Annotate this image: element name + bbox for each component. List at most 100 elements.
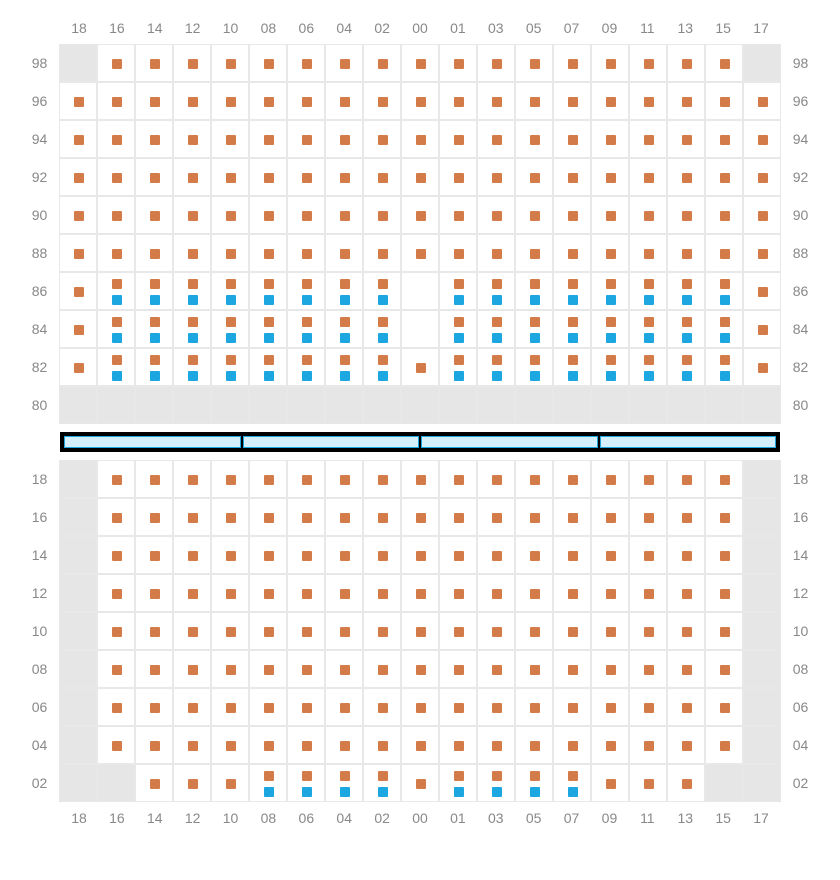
seat-cell[interactable] bbox=[363, 310, 401, 348]
seat-cell[interactable] bbox=[363, 272, 401, 310]
seat-cell[interactable] bbox=[667, 460, 705, 498]
seat-cell[interactable] bbox=[667, 688, 705, 726]
seat-cell[interactable] bbox=[363, 82, 401, 120]
seat-cell[interactable] bbox=[515, 612, 553, 650]
seat-cell[interactable] bbox=[135, 44, 173, 82]
seat-cell[interactable] bbox=[211, 272, 249, 310]
seat-cell[interactable] bbox=[477, 688, 515, 726]
seat-cell[interactable] bbox=[249, 726, 287, 764]
seat-cell[interactable] bbox=[553, 536, 591, 574]
seat-cell[interactable] bbox=[287, 310, 325, 348]
seat-cell[interactable] bbox=[173, 158, 211, 196]
seat-cell[interactable] bbox=[743, 272, 781, 310]
seat-cell[interactable] bbox=[363, 726, 401, 764]
seat-cell[interactable] bbox=[363, 650, 401, 688]
seat-cell[interactable] bbox=[173, 272, 211, 310]
seat-cell[interactable] bbox=[173, 310, 211, 348]
seat-cell[interactable] bbox=[591, 82, 629, 120]
seat-cell[interactable] bbox=[401, 196, 439, 234]
seat-cell[interactable] bbox=[325, 460, 363, 498]
seat-cell[interactable] bbox=[135, 234, 173, 272]
seat-cell[interactable] bbox=[325, 498, 363, 536]
seat-cell[interactable] bbox=[553, 498, 591, 536]
seat-cell[interactable] bbox=[477, 536, 515, 574]
seat-cell[interactable] bbox=[515, 726, 553, 764]
seat-cell[interactable] bbox=[705, 82, 743, 120]
seat-cell[interactable] bbox=[515, 234, 553, 272]
seat-cell[interactable] bbox=[97, 460, 135, 498]
seat-cell[interactable] bbox=[667, 764, 705, 802]
seat-cell[interactable] bbox=[439, 574, 477, 612]
seat-cell[interactable] bbox=[287, 120, 325, 158]
seat-cell[interactable] bbox=[515, 196, 553, 234]
seat-cell[interactable] bbox=[667, 158, 705, 196]
seat-cell[interactable] bbox=[97, 574, 135, 612]
seat-cell[interactable] bbox=[135, 498, 173, 536]
seat-cell[interactable] bbox=[287, 348, 325, 386]
seat-cell[interactable] bbox=[287, 498, 325, 536]
seat-cell[interactable] bbox=[705, 574, 743, 612]
seat-cell[interactable] bbox=[591, 574, 629, 612]
seat-cell[interactable] bbox=[439, 272, 477, 310]
seat-cell[interactable] bbox=[211, 196, 249, 234]
seat-cell[interactable] bbox=[249, 158, 287, 196]
seat-cell[interactable] bbox=[477, 498, 515, 536]
seat-cell[interactable] bbox=[249, 612, 287, 650]
seat-cell[interactable] bbox=[439, 612, 477, 650]
seat-cell[interactable] bbox=[249, 44, 287, 82]
seat-cell[interactable] bbox=[553, 460, 591, 498]
seat-cell[interactable] bbox=[515, 498, 553, 536]
seat-cell[interactable] bbox=[439, 196, 477, 234]
seat-cell[interactable] bbox=[401, 612, 439, 650]
seat-cell[interactable] bbox=[553, 158, 591, 196]
seat-cell[interactable] bbox=[135, 82, 173, 120]
seat-cell[interactable] bbox=[97, 82, 135, 120]
seat-cell[interactable] bbox=[325, 612, 363, 650]
seat-cell[interactable] bbox=[591, 310, 629, 348]
seat-cell[interactable] bbox=[743, 348, 781, 386]
seat-cell[interactable] bbox=[439, 44, 477, 82]
seat-cell[interactable] bbox=[211, 764, 249, 802]
seat-cell[interactable] bbox=[553, 650, 591, 688]
seat-cell[interactable] bbox=[173, 536, 211, 574]
seat-cell[interactable] bbox=[477, 44, 515, 82]
seat-cell[interactable] bbox=[629, 650, 667, 688]
seat-cell[interactable] bbox=[135, 272, 173, 310]
seat-cell[interactable] bbox=[173, 120, 211, 158]
seat-cell[interactable] bbox=[211, 650, 249, 688]
seat-cell[interactable] bbox=[97, 234, 135, 272]
seat-cell[interactable] bbox=[667, 234, 705, 272]
seat-cell[interactable] bbox=[477, 726, 515, 764]
seat-cell[interactable] bbox=[477, 650, 515, 688]
seat-cell[interactable] bbox=[135, 536, 173, 574]
seat-cell[interactable] bbox=[287, 650, 325, 688]
seat-cell[interactable] bbox=[211, 498, 249, 536]
seat-cell[interactable] bbox=[667, 196, 705, 234]
seat-cell[interactable] bbox=[401, 82, 439, 120]
seat-cell[interactable] bbox=[211, 726, 249, 764]
seat-cell[interactable] bbox=[705, 536, 743, 574]
seat-cell[interactable] bbox=[249, 764, 287, 802]
seat-cell[interactable] bbox=[515, 310, 553, 348]
seat-cell[interactable] bbox=[743, 234, 781, 272]
seat-cell[interactable] bbox=[553, 44, 591, 82]
seat-cell[interactable] bbox=[401, 234, 439, 272]
seat-cell[interactable] bbox=[401, 574, 439, 612]
seat-cell[interactable] bbox=[325, 536, 363, 574]
seat-cell[interactable] bbox=[667, 726, 705, 764]
seat-cell[interactable] bbox=[439, 764, 477, 802]
seat-cell[interactable] bbox=[515, 44, 553, 82]
seat-cell[interactable] bbox=[363, 158, 401, 196]
seat-cell[interactable] bbox=[477, 574, 515, 612]
seat-cell[interactable] bbox=[515, 650, 553, 688]
seat-cell[interactable] bbox=[97, 348, 135, 386]
seat-cell[interactable] bbox=[363, 612, 401, 650]
seat-cell[interactable] bbox=[211, 158, 249, 196]
seat-cell[interactable] bbox=[667, 650, 705, 688]
seat-cell[interactable] bbox=[515, 688, 553, 726]
seat-cell[interactable] bbox=[667, 44, 705, 82]
seat-cell[interactable] bbox=[477, 82, 515, 120]
seat-cell[interactable] bbox=[287, 196, 325, 234]
seat-cell[interactable] bbox=[629, 348, 667, 386]
seat-cell[interactable] bbox=[515, 272, 553, 310]
